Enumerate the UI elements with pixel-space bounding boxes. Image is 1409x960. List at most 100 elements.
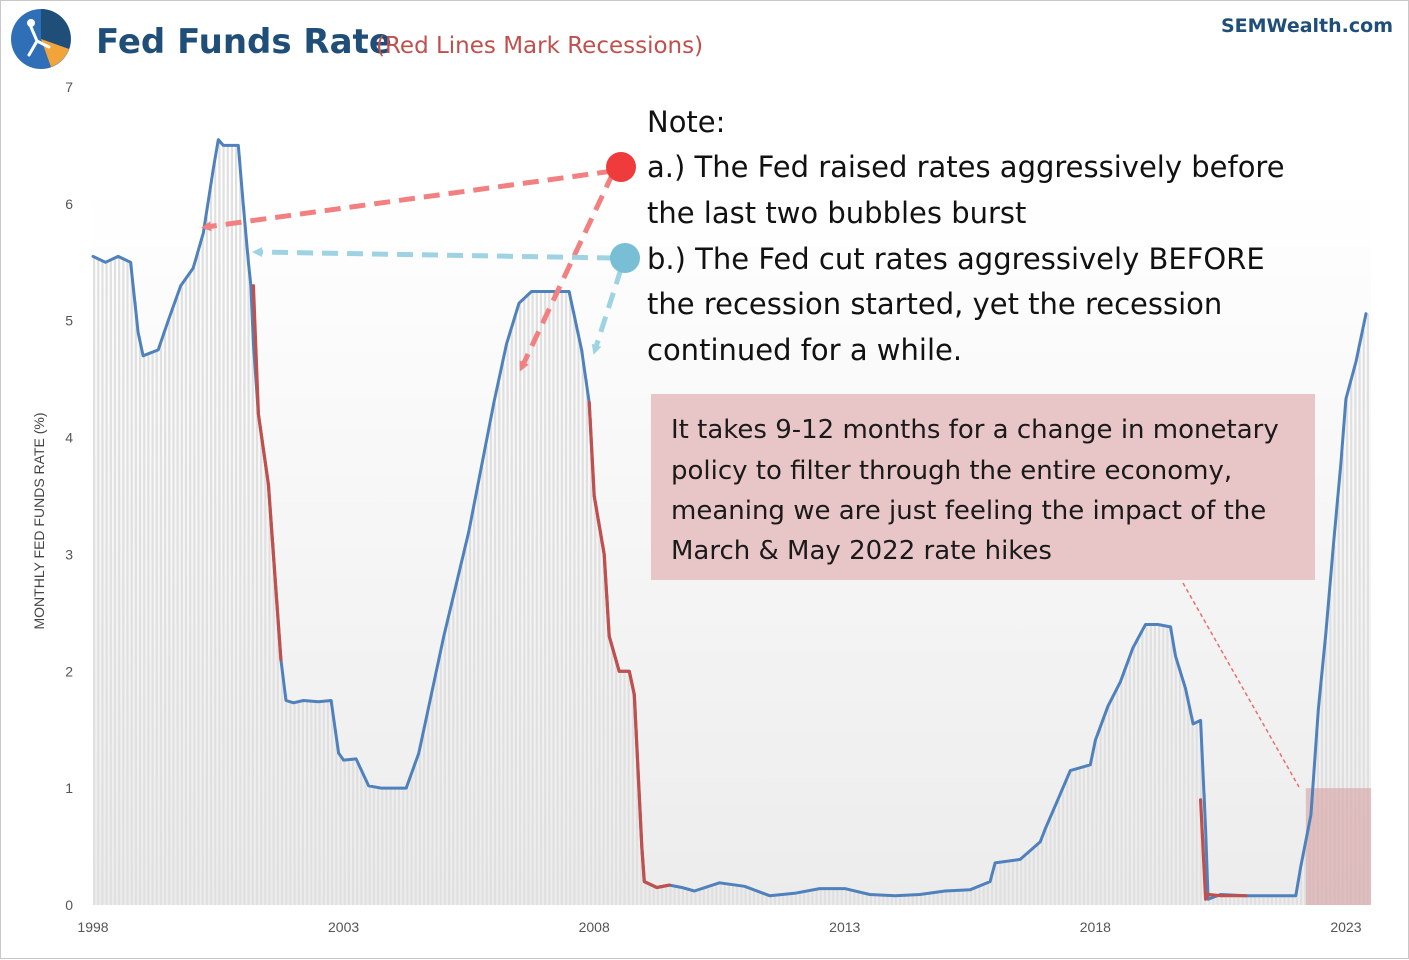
monthly-bar [665,885,668,905]
monthly-bar [1158,624,1161,905]
monthly-bar [1120,681,1123,905]
monthly-bar [268,484,271,905]
red-arrow-2000 [201,168,614,232]
blue-arrow-2007 [591,268,624,355]
monthly-bar [719,882,722,905]
monthly-bar [953,890,956,905]
monthly-bar [594,496,597,905]
red-arrow-2006 [519,171,616,372]
monthly-bar [686,888,689,905]
monthly-bar [1300,871,1303,905]
monthly-bar [1066,780,1069,905]
note-line-b1: b.) The Fed cut rates aggressively BEFOR… [647,242,1265,276]
monthly-bar [1358,349,1361,905]
monthly-bar [635,728,639,905]
monthly-bar [205,217,208,906]
monthly-bar [331,700,334,905]
monthly-bar [260,425,263,905]
monthly-bar [957,890,960,905]
monthly-bar [865,893,868,905]
monthly-bar [644,881,647,905]
x-tick-label: 2013 [829,919,860,935]
monthly-bar [230,145,234,905]
monthly-bar [539,291,543,905]
monthly-bar [126,260,129,905]
monthly-bar [1279,895,1282,905]
monthly-bar [176,297,179,905]
callout-line-4: March & May 2022 rate hikes [671,536,1052,566]
monthly-bar [519,303,522,906]
semwealth-logo-icon [11,9,71,69]
monthly-bar [506,344,509,906]
monthly-bar [1153,624,1157,905]
monthly-bar [239,155,242,906]
monthly-bar [235,145,238,905]
monthly-bar [1304,849,1307,905]
monthly-bar [619,671,622,905]
monthly-bar [393,788,396,905]
recession-segment-line [1199,798,1248,901]
monthly-bar [356,758,359,905]
monthly-bar [326,700,330,905]
monthly-bar [1061,790,1065,905]
monthly-bar [97,258,100,905]
callout-line-2: policy to filter through the entire econ… [671,456,1232,486]
monthly-bar [590,418,593,905]
monthly-bar [702,888,705,905]
y-tick-label: 2 [65,663,73,679]
monthly-bar [301,700,305,905]
x-tick-label: 2008 [579,919,610,935]
monthly-bar [990,878,994,905]
x-tick-label: 2023 [1330,919,1361,935]
monthly-bar [840,888,843,905]
monthly-bar [276,601,279,905]
monthly-bar [1099,728,1102,905]
monthly-bar [493,402,497,905]
monthly-bar [343,760,346,905]
monthly-bar [464,548,467,905]
monthly-bar [435,675,438,905]
monthly-bar [481,466,484,905]
monthly-bar [552,291,555,905]
monthly-bar [940,891,944,905]
y-axis-label: MONTHLY FED FUNDS RATE (%) [31,412,47,629]
callout-line-1: It takes 9-12 months for a change in mon… [671,415,1279,445]
monthly-bar [1128,659,1131,905]
monthly-bar [848,889,852,905]
monthly-bar [836,888,839,905]
monthly-bar [414,764,417,905]
monthly-bar [1270,895,1273,905]
monthly-bar [113,258,117,905]
monthly-bar [1354,367,1357,905]
monthly-bar [656,887,660,905]
monthly-bar [1274,895,1278,905]
monthly-bar [164,332,167,905]
monthly-bar [351,759,355,905]
monthly-bar [385,788,388,905]
monthly-bar [101,260,104,905]
monthly-bar [397,788,401,905]
monthly-bar [652,885,655,905]
monthly-bar [1254,895,1257,905]
monthly-bar [1345,399,1349,905]
y-tick-label: 6 [65,196,73,212]
monthly-bar [406,788,409,905]
note-line-a1: a.) The Fed raised rates aggressively be… [647,150,1285,184]
monthly-bar [197,253,200,905]
callout-box [651,394,1315,580]
monthly-bar [1191,716,1194,905]
monthly-bar [360,767,363,905]
monthly-bar [1162,625,1165,905]
monthly-bar [184,279,188,905]
monthly-bar [264,455,267,905]
monthly-bar [1028,852,1031,905]
red-marker-dot [606,152,636,182]
monthly-bar [280,659,284,905]
monthly-bar [928,893,931,905]
monthly-bar [1216,896,1219,905]
monthly-bar [861,892,864,905]
monthly-bar [1016,860,1019,905]
monthly-bar [193,268,196,906]
monthly-bar [694,890,697,905]
monthly-bar [489,423,492,905]
